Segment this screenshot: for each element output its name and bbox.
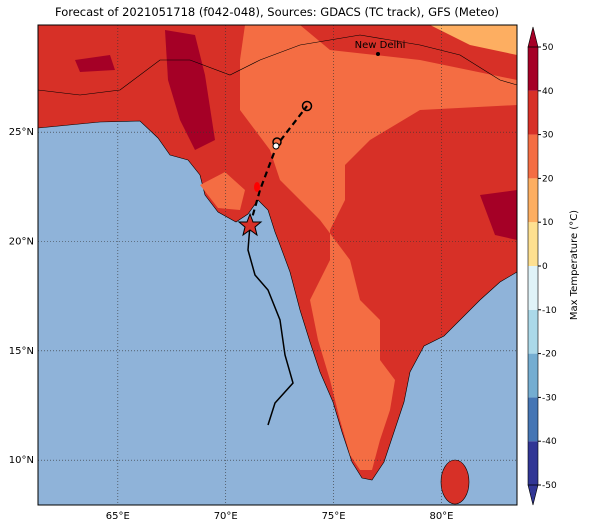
hot-region [480,190,517,240]
colorbar-bin [528,309,538,354]
warm-region [240,25,517,470]
colorbar-tick-label: -10 [542,306,557,316]
city-marker [376,52,380,56]
y-tick-label: 15°N [9,346,34,357]
y-tick-label: 20°N [9,236,34,247]
colorbar-tick-label: -40 [542,437,557,447]
warm-region [200,172,245,210]
colorbar-bin [528,178,538,223]
colorbar-tick-label: 40 [542,87,554,97]
colorbar-tick-label: -30 [542,393,557,403]
colorbar-tick-label: -50 [542,481,557,491]
hot-region [75,55,115,72]
colorbar-tick-label: 50 [542,43,554,53]
colorbar-extend [527,484,539,506]
storm-marker [254,182,260,192]
map-frame [37,24,518,506]
x-tick-label: 70°E [214,511,238,522]
colorbar-tick-label: 20 [542,174,554,184]
colorbar-label: Max Temperature (°C) [569,210,580,320]
colorbar-bin [528,441,538,485]
mild-region [430,25,517,55]
colorbar-tick-label: -20 [542,350,557,360]
x-tick-label: 75°E [322,511,346,522]
x-tick-label: 80°E [429,511,453,522]
colorbar-tick-label: 30 [542,131,554,141]
colorbar-bin [528,222,538,266]
track-point [301,100,313,112]
title: Forecast of 2021051718 (f042-048), Sourc… [55,5,499,19]
colorbar-bin [528,134,538,179]
past-track [247,224,294,426]
colorbar-bin [528,397,538,442]
colorbar-bin [528,353,538,398]
colorbar: -50 -40 -30 -20 -10 0 10 20 30 40 50 [527,26,557,506]
sri-lanka [440,459,470,505]
graticule [38,25,517,505]
colorbar-tick-label: 10 [542,218,554,228]
colorbar-bin [528,47,538,91]
map: New Delhi [37,24,518,506]
city-label: New Delhi [355,40,406,51]
current-position [237,212,263,237]
track-point [272,142,280,150]
y-tick-label: 25°N [9,127,34,138]
forecast-track [248,105,308,226]
land [37,24,518,481]
colorbar-bin [528,90,538,135]
colorbar-extend [527,26,539,48]
colorbar-tick-label: 0 [542,262,548,272]
x-tick-label: 65°E [106,511,130,522]
border [37,34,518,96]
colorbar-bin [528,266,538,310]
y-tick-label: 10°N [9,455,34,466]
